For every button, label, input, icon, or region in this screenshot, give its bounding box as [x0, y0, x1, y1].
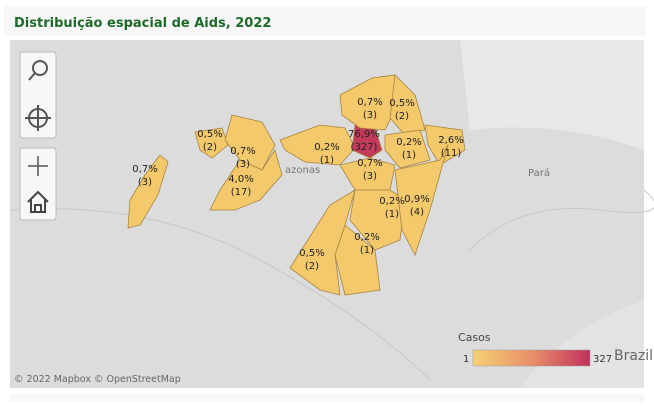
pan-button[interactable] — [28, 156, 48, 176]
region-cases: (1) — [360, 245, 374, 256]
home-button[interactable] — [27, 190, 49, 213]
region-cases: (327) — [351, 142, 378, 153]
legend-title: Casos — [458, 331, 491, 344]
place-label: azonas — [285, 165, 320, 176]
region-share: 0,7% — [357, 97, 382, 108]
region-share: 76,9% — [348, 129, 380, 140]
region-share: 0,2% — [314, 142, 339, 153]
place-label: Brazil — [614, 348, 653, 364]
region-labels: 0,7% (3) 0,5% (2) 0,7% (3) 4,0% (17) 0,2… — [132, 97, 463, 272]
region-share: 0,7% — [357, 158, 382, 169]
region-share: 0,9% — [404, 194, 429, 205]
region-share: 2,6% — [438, 135, 463, 146]
region-share: 0,2% — [379, 196, 404, 207]
title: Distribuição espacial de Aids, 2022 — [14, 16, 271, 31]
legend-max: 327 — [593, 354, 612, 365]
region-cases: (3) — [363, 110, 377, 121]
zoom-button[interactable] — [28, 60, 48, 81]
region-cases: (2) — [203, 142, 217, 153]
attribution: © 2022 Mapbox © OpenStreetMap — [14, 374, 181, 385]
region-share: 0,2% — [396, 137, 421, 148]
region-cases: (4) — [410, 207, 424, 218]
region-share: 0,5% — [389, 98, 414, 109]
region-share: 4,0% — [228, 174, 253, 185]
map-controls — [19, 51, 57, 221]
region-cases: (3) — [138, 177, 152, 188]
region-cases: (11) — [441, 148, 462, 159]
region-share: 0,5% — [197, 129, 222, 140]
region-share: 0,7% — [132, 164, 157, 175]
place-label: Pará — [528, 167, 550, 179]
region-share: 0,2% — [354, 232, 379, 243]
region-cases: (1) — [402, 150, 416, 161]
region-cases: (2) — [305, 261, 319, 272]
region-cases: (17) — [231, 187, 252, 198]
legend: Casos 1 327 — [458, 331, 612, 367]
locate-button[interactable] — [25, 105, 51, 131]
legend-min: 1 — [463, 354, 469, 365]
legend-scale — [472, 349, 591, 367]
region-cases: (3) — [363, 171, 377, 182]
region-cases: (3) — [236, 159, 250, 170]
region-cases: (1) — [385, 209, 399, 220]
map: azonas Pará Brazil 0,7% (3) 0,5% (2) 0,7… — [9, 40, 654, 388]
region-share: 0,7% — [230, 146, 255, 157]
region-cases: (2) — [395, 111, 409, 122]
region-cases: (1) — [320, 155, 334, 166]
region-share: 0,5% — [299, 248, 324, 259]
